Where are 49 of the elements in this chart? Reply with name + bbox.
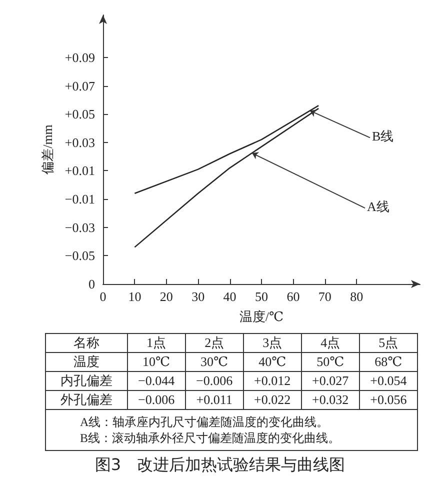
y-tick-label: +0.05 [64,106,95,122]
x-tick-label: 10 [128,289,142,304]
text: 1点 [127,334,186,352]
x-axis-title: 温度/℃ [239,309,284,324]
text: A线 [366,199,390,214]
text: 3点 [243,334,302,352]
text: −0.044 [127,372,186,390]
x-tick-label: 20 [160,289,173,304]
text: A线：轴承座内孔尺寸偏差随温度的变化曲线。 [80,415,329,429]
text: −0.006 [185,372,244,390]
text: 内孔偏差 [46,372,128,390]
text: 外孔偏差 [46,390,128,410]
x-tick-label: 80 [350,289,364,304]
x-tick-label: 0 [100,289,106,304]
text: 30℃ [185,352,244,372]
x-tick-label: 40 [223,289,236,304]
text: 68℃ [359,352,418,372]
text: 40℃ [243,352,302,372]
text: 温度 [46,352,128,372]
y-tick-label: −0.01 [64,192,95,207]
text: 10℃ [127,352,186,372]
text: 5点 [359,334,418,352]
text: 名称 [46,334,128,352]
x-tick-label: 50 [255,289,268,304]
text: 4点 [301,334,360,352]
text: 图3 改进后加热试验结果与曲线图 [94,455,346,476]
y-tick-label: −0.03 [64,220,95,235]
y-axis-title: 偏差/mm [40,124,56,174]
y-tick-label: +0.07 [64,78,96,94]
text: +0.032 [301,390,360,410]
text: +0.056 [359,390,418,410]
x-tick-label: 30 [192,289,205,304]
text: B线 [372,128,394,144]
text: +0.012 [243,372,302,390]
x-tick-label: 60 [286,289,300,304]
text: +0.022 [243,390,302,410]
text: B线：滚动轴承外径尺寸偏差随温度的变化曲线。 [80,431,340,445]
y-tick-label: +0.01 [64,163,95,178]
y-tick-label: −0.05 [64,248,95,264]
y-tick-label: +0.03 [64,134,95,150]
text: 50℃ [301,352,360,372]
x-tick-label: 70 [318,289,332,304]
text: 2点 [185,334,244,352]
text: −0.006 [127,390,186,410]
y-tick-label: +0.09 [64,50,95,65]
text: +0.054 [359,372,418,390]
text: +0.011 [185,390,244,410]
y-tick-label: 0 [88,276,95,292]
text: +0.027 [301,372,360,390]
